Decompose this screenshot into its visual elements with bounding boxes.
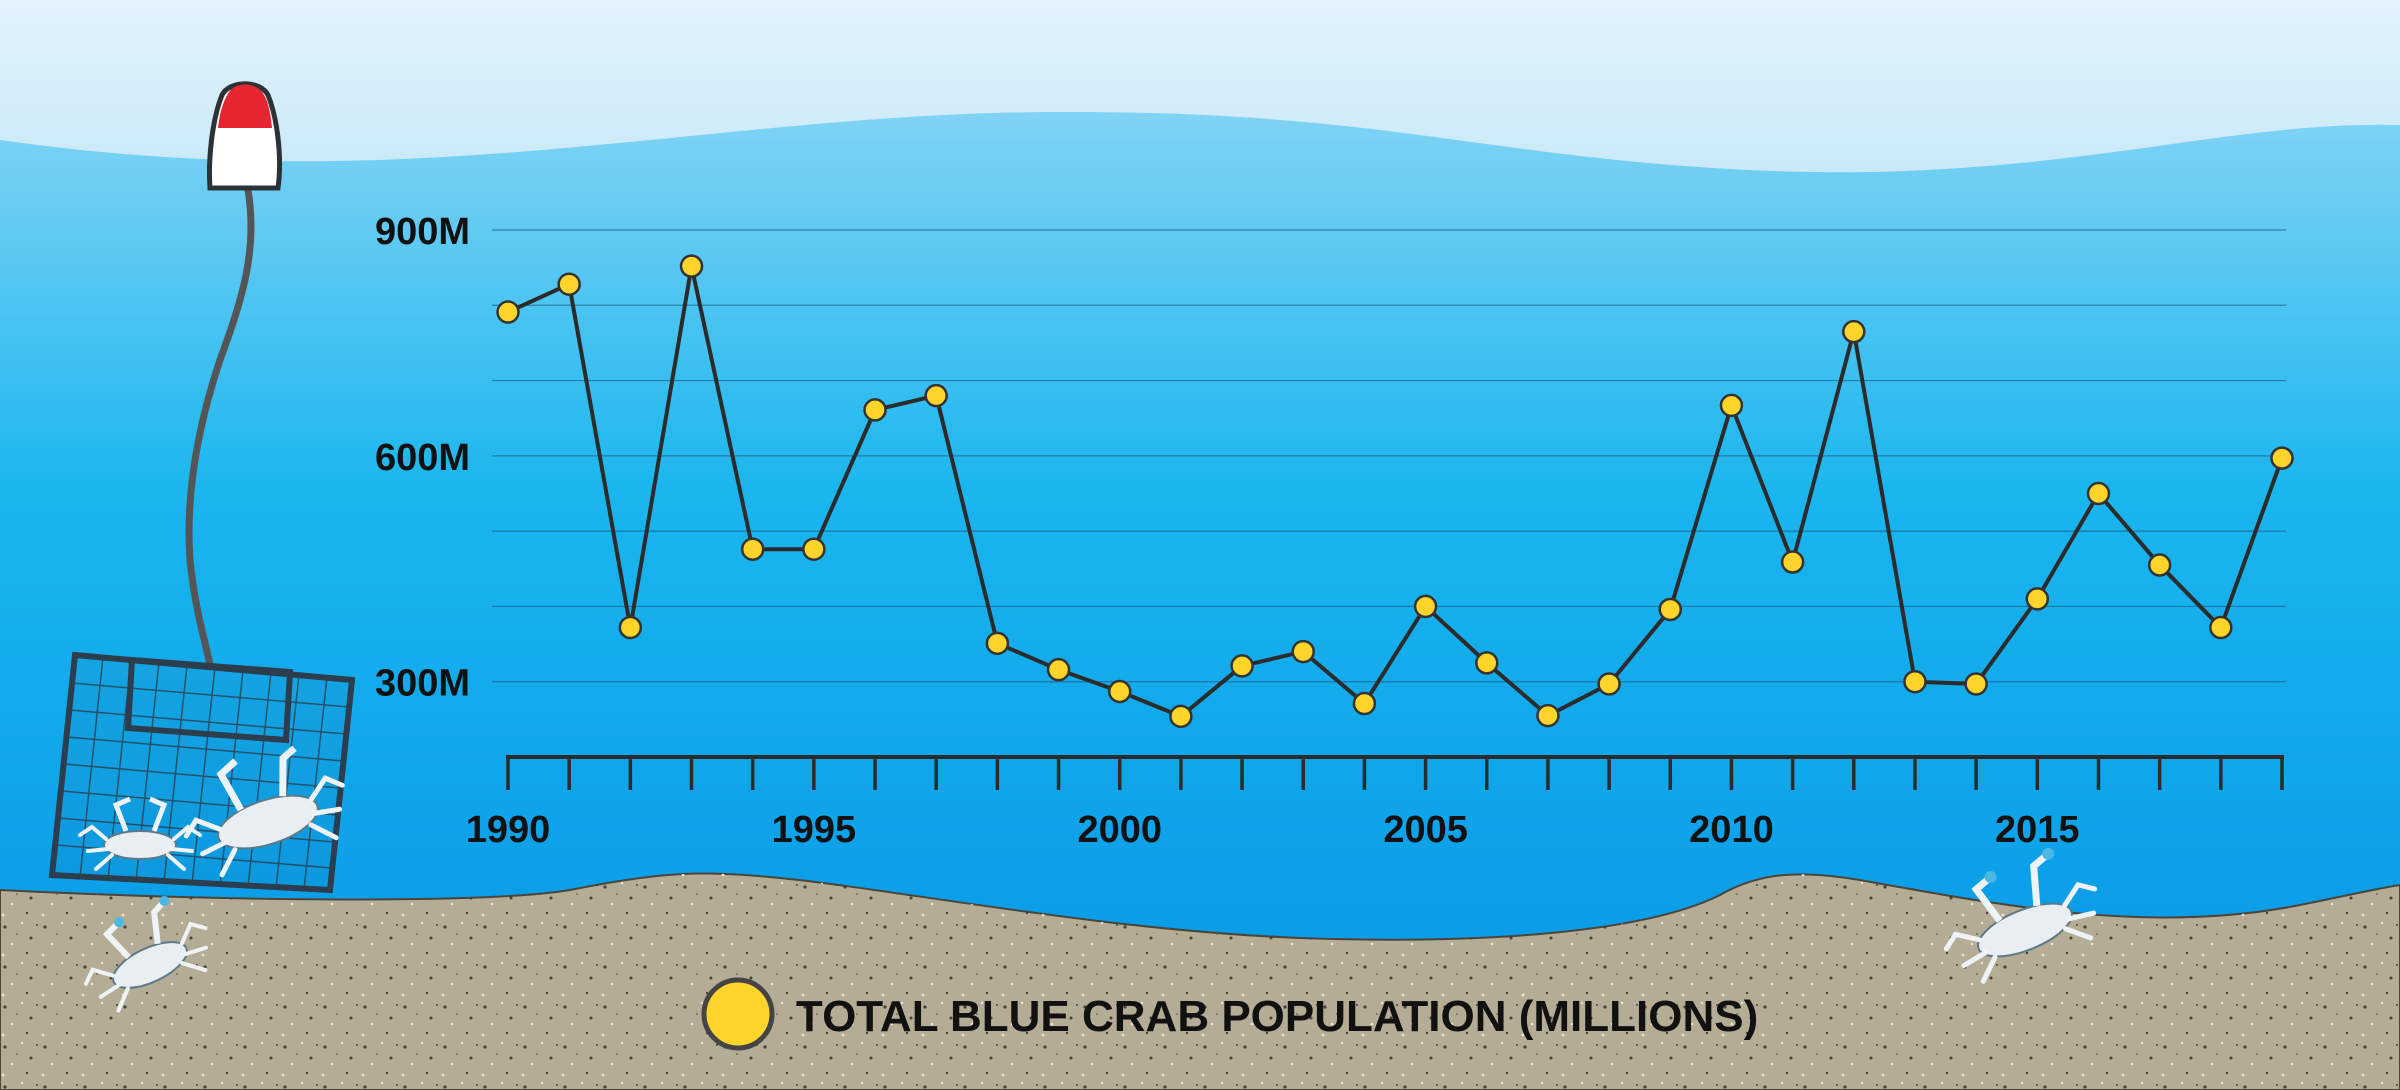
data-point-1998 bbox=[985, 631, 1010, 656]
x-tick-label-2015: 2015 bbox=[1995, 809, 2080, 851]
data-point-1994 bbox=[740, 537, 765, 561]
y-tick-label-900M: 900M bbox=[375, 211, 470, 253]
legend-marker bbox=[701, 977, 775, 1051]
crab-on-sand-left bbox=[83, 895, 208, 1013]
population-series bbox=[496, 254, 2294, 729]
data-point-2011 bbox=[1780, 550, 1805, 574]
data-point-2010 bbox=[1719, 393, 1744, 418]
data-point-2007 bbox=[1536, 703, 1560, 728]
legend-label: TOTAL BLUE CRAB POPULATION (MILLIONS) bbox=[796, 992, 1758, 1041]
data-point-1999 bbox=[1046, 657, 1071, 682]
data-point-2012 bbox=[1842, 319, 1866, 344]
crab-in-trap-right bbox=[183, 745, 345, 878]
crab-in-trap-left bbox=[78, 796, 202, 871]
x-tick-label-2010: 2010 bbox=[1689, 809, 1774, 851]
data-point-2001 bbox=[1169, 704, 1193, 729]
legend: TOTAL BLUE CRAB POPULATION (MILLIONS) bbox=[701, 977, 1758, 1051]
x-tick-label-1995: 1995 bbox=[772, 809, 857, 851]
data-point-2013 bbox=[1903, 669, 1927, 694]
x-tick-label-2005: 2005 bbox=[1383, 809, 1468, 851]
data-point-1990 bbox=[496, 300, 520, 324]
data-point-2005 bbox=[1413, 594, 1438, 619]
data-point-1997 bbox=[924, 383, 948, 408]
x-tick-label-1990: 1990 bbox=[466, 809, 551, 851]
data-point-2009 bbox=[1658, 597, 1683, 622]
y-axis-labels: 900M 600M 300M bbox=[375, 211, 470, 705]
data-point-2018 bbox=[2209, 615, 2233, 640]
data-point-2003 bbox=[1291, 639, 1315, 664]
data-point-1992 bbox=[618, 615, 643, 640]
water-surface bbox=[0, 0, 2400, 173]
data-point-2017 bbox=[2147, 553, 2172, 577]
data-point-1991 bbox=[557, 272, 581, 296]
sand-floor bbox=[0, 872, 2400, 1090]
y-tick-label-600M: 600M bbox=[375, 437, 470, 479]
buoy bbox=[185, 81, 282, 669]
data-point-1993 bbox=[679, 254, 704, 278]
data-point-1996 bbox=[863, 398, 887, 422]
y-tick-label-300M: 300M bbox=[375, 663, 470, 705]
data-point-2014 bbox=[1964, 672, 1988, 696]
data-point-2006 bbox=[1475, 651, 1499, 675]
x-tick-label-2000: 2000 bbox=[1077, 809, 1162, 851]
data-point-1995 bbox=[802, 537, 826, 561]
crab-on-sand-right bbox=[1943, 847, 2098, 984]
x-axis-labels: 1990 1995 2000 2005 2010 2015 bbox=[466, 809, 2080, 851]
grid-lines bbox=[492, 229, 2286, 683]
data-point-2000 bbox=[1107, 679, 1132, 704]
x-axis bbox=[506, 755, 2284, 790]
data-point-2019 bbox=[2270, 446, 2294, 470]
data-point-2016 bbox=[2086, 481, 2111, 506]
data-point-2002 bbox=[1230, 654, 1254, 678]
data-point-2008 bbox=[1597, 672, 1621, 696]
data-point-2004 bbox=[1352, 691, 1377, 716]
data-point-2015 bbox=[2025, 587, 2050, 611]
